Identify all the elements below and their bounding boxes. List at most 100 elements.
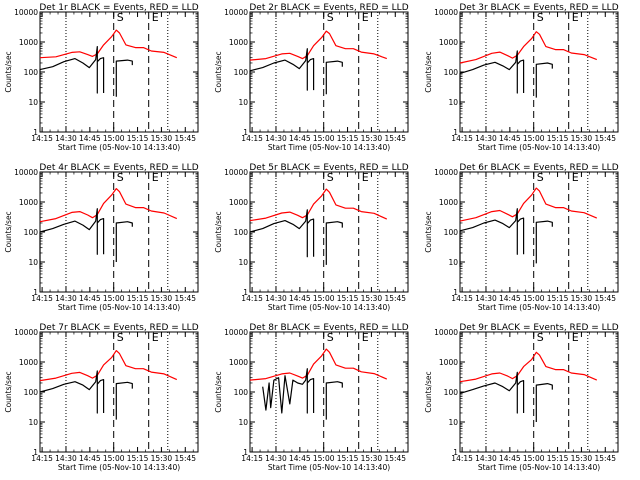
y-tick-label: 1000 [439,358,458,367]
y-axis-label: Counts/sec [214,51,223,92]
marker-label: E [152,331,159,344]
y-tick-label: 10 [28,98,38,107]
plot-frame [249,171,409,293]
x-tick-label: 14:45 [289,294,311,303]
y-tick-label: 1000 [439,38,458,47]
marker-label: S [327,11,334,24]
events-series-line [39,370,105,414]
panel: Det 6r BLACK = Events, RED = LLD 1 10 100 10… [424,163,619,312]
x-tick-label: 15:30 [571,294,593,303]
panel-title: Det 5r BLACK = Events, RED = LLD [249,163,408,173]
lld-series-line [459,351,598,383]
y-tick-label: 1 [243,448,248,457]
y-tick-label: 1 [243,128,248,137]
y-tick-label: 100 [24,68,39,77]
panel: Det 5r BLACK = Events, RED = LLD 1 10 100 10… [214,163,409,312]
y-tick-label: 1000 [229,358,248,367]
y-axis-label: Counts/sec [424,371,433,412]
y-tick-label: 100 [234,228,249,237]
y-tick-label: 100 [444,388,459,397]
x-tick-label: 15:00 [103,294,125,303]
x-axis-label: Start Time (05-Nov-10 14:13:40) [58,463,180,472]
marker-label: S [117,171,124,184]
x-tick-label: 14:45 [499,134,521,143]
y-axis-label: Counts/sec [424,51,433,92]
panel-title: Det 4r BLACK = Events, RED = LLD [39,163,198,173]
x-axis-label: Start Time (05-Nov-10 14:13:40) [478,463,600,472]
y-tick-label: 1 [453,288,458,297]
plot-frame [39,171,199,293]
y-tick-label: 10 [238,258,248,267]
plot-frame [459,11,619,133]
events-series-line [115,59,133,97]
x-tick-label: 15:45 [594,454,616,463]
x-tick-label: 15:30 [571,134,593,143]
y-tick-label: 1000 [439,198,458,207]
y-tick-label: 1000 [19,38,38,47]
x-tick-label: 14:30 [55,294,77,303]
events-series-line [39,45,105,102]
x-tick-label: 14:15 [241,294,263,303]
lld-series-line [459,31,598,64]
y-tick-label: 10000 [14,8,38,17]
y-tick-label: 1000 [229,38,248,47]
x-tick-label: 14:15 [241,134,263,143]
x-tick-label: 14:45 [79,134,101,143]
marker-label: S [537,331,544,344]
y-tick-label: 1 [33,128,38,137]
marker-label: S [327,171,334,184]
x-tick-label: 15:15 [127,134,149,143]
x-tick-label: 15:15 [337,134,359,143]
marker-label: S [117,11,124,24]
events-series-line [39,208,105,269]
x-tick-label: 14:30 [265,294,287,303]
marker-label: E [152,11,159,24]
events-series-line [535,383,553,422]
events-series-line [262,368,315,414]
x-axis-label: Start Time (05-Nov-10 14:13:40) [268,303,390,312]
y-tick-label: 1 [33,288,38,297]
panel: Det 1r BLACK = Events, RED = LLD 1 10 100 10… [4,3,199,152]
events-series-line [459,208,525,267]
x-tick-label: 15:30 [361,134,383,143]
panel: Det 4r BLACK = Events, RED = LLD 1 10 100 10… [4,163,199,312]
events-series-line [535,220,553,264]
x-tick-label: 15:15 [547,134,569,143]
y-tick-label: 1 [453,128,458,137]
panel-title: Det 3r BLACK = Events, RED = LLD [459,3,618,13]
y-tick-label: 1 [243,288,248,297]
events-series-line [115,381,133,420]
y-tick-label: 10 [238,418,248,427]
x-tick-label: 14:30 [475,134,497,143]
y-tick-label: 10000 [14,328,38,337]
x-tick-label: 15:45 [384,294,406,303]
x-tick-label: 14:30 [55,454,77,463]
x-tick-label: 15:00 [523,454,545,463]
plot-frame [39,11,199,133]
x-axis-label: Start Time (05-Nov-10 14:13:40) [58,303,180,312]
x-tick-label: 14:30 [475,454,497,463]
x-tick-label: 15:00 [313,454,335,463]
y-tick-label: 10 [448,98,458,107]
y-tick-label: 100 [24,228,39,237]
x-tick-label: 14:15 [451,294,473,303]
x-tick-label: 15:00 [523,294,545,303]
panel-title: Det 6r BLACK = Events, RED = LLD [459,163,618,173]
events-series-line [249,48,315,100]
y-tick-label: 1000 [19,198,38,207]
y-axis-label: Counts/sec [214,211,223,252]
plot-frame [249,11,409,133]
x-tick-label: 15:45 [174,294,196,303]
y-tick-label: 1 [33,448,38,457]
marker-label: E [152,171,159,184]
marker-label: E [572,11,579,24]
x-tick-label: 15:30 [361,294,383,303]
x-tick-label: 14:15 [31,134,53,143]
x-tick-label: 14:15 [451,454,473,463]
panel: Det 3r BLACK = Events, RED = LLD 1 10 100 10… [424,3,619,152]
x-tick-label: 14:15 [241,454,263,463]
marker-label: E [362,11,369,24]
y-tick-label: 100 [444,68,459,77]
events-series-line [325,221,343,265]
marker-label: E [362,331,369,344]
